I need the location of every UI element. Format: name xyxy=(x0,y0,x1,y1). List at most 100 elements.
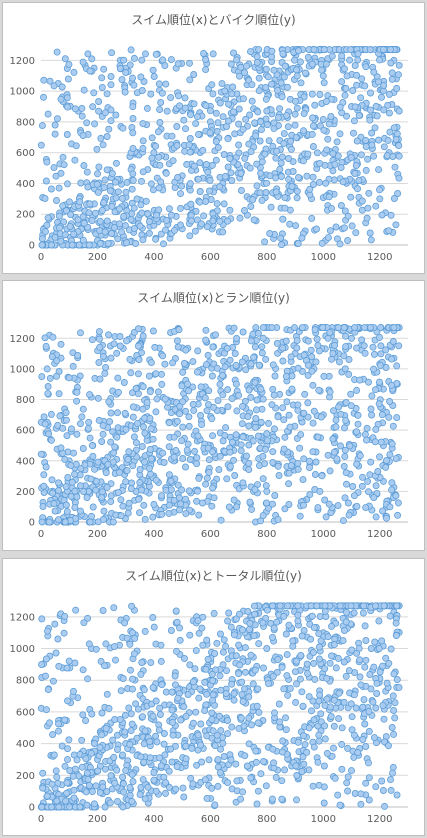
data-point xyxy=(235,391,243,399)
data-point xyxy=(43,158,51,166)
data-point xyxy=(365,707,373,715)
data-point xyxy=(359,736,367,743)
data-point xyxy=(367,324,374,332)
data-point xyxy=(205,756,213,764)
data-point xyxy=(298,768,306,775)
data-point xyxy=(113,349,121,357)
data-point xyxy=(175,92,182,100)
data-point xyxy=(237,441,245,449)
data-point xyxy=(279,215,287,223)
data-point xyxy=(49,489,57,497)
data-point xyxy=(373,112,381,120)
data-point xyxy=(52,649,60,657)
data-point xyxy=(389,153,397,160)
data-point xyxy=(245,441,253,449)
data-point xyxy=(58,83,66,91)
data-point xyxy=(105,125,113,133)
data-point xyxy=(64,745,71,753)
data-point xyxy=(177,500,184,508)
data-point xyxy=(387,46,394,54)
data-point xyxy=(162,226,169,234)
data-point xyxy=(394,190,402,197)
data-point xyxy=(77,420,84,428)
data-point xyxy=(349,87,357,94)
data-point xyxy=(304,413,312,421)
data-point xyxy=(353,386,361,394)
data-point xyxy=(362,779,370,787)
data-point xyxy=(269,361,277,369)
data-point xyxy=(136,509,143,517)
data-point xyxy=(98,731,106,739)
data-point xyxy=(342,672,350,680)
data-point xyxy=(213,639,221,647)
data-point xyxy=(282,372,290,380)
data-point xyxy=(61,612,69,620)
data-point xyxy=(386,612,394,620)
data-point xyxy=(177,190,184,198)
data-point xyxy=(195,694,203,702)
data-point xyxy=(63,789,71,797)
data-point xyxy=(38,803,46,811)
data-point xyxy=(247,203,255,210)
data-point xyxy=(317,710,325,718)
data-point xyxy=(113,433,121,441)
data-point xyxy=(321,722,329,730)
data-point xyxy=(342,416,350,424)
data-point xyxy=(213,364,221,372)
data-point xyxy=(390,124,398,132)
data-point xyxy=(209,727,217,735)
data-point xyxy=(266,230,274,237)
data-point xyxy=(130,433,138,441)
data-point xyxy=(273,668,281,676)
data-point xyxy=(171,226,178,234)
data-point xyxy=(252,132,260,140)
data-point xyxy=(292,762,300,770)
data-point xyxy=(237,187,245,194)
data-point xyxy=(276,602,284,610)
data-point xyxy=(299,476,307,484)
data-point xyxy=(149,66,157,74)
data-point xyxy=(219,661,227,669)
data-point xyxy=(236,610,243,618)
data-point xyxy=(179,398,187,406)
data-point xyxy=(350,609,358,617)
data-point xyxy=(98,84,106,91)
data-point xyxy=(56,412,64,420)
data-point xyxy=(330,641,338,649)
data-point xyxy=(377,350,385,358)
data-point xyxy=(66,223,74,230)
data-point xyxy=(106,799,114,807)
data-point xyxy=(251,343,259,351)
data-point xyxy=(380,602,388,610)
data-point xyxy=(221,363,229,371)
data-point xyxy=(217,745,224,753)
data-point xyxy=(317,637,325,645)
data-point xyxy=(347,602,355,610)
data-point xyxy=(265,419,272,427)
data-point xyxy=(393,676,401,684)
data-point xyxy=(198,758,206,766)
data-point xyxy=(296,444,304,452)
data-point xyxy=(133,195,141,203)
data-point xyxy=(230,496,238,504)
data-point xyxy=(208,502,216,510)
data-point xyxy=(121,88,129,96)
data-point xyxy=(228,723,236,731)
data-point xyxy=(252,758,260,766)
data-point xyxy=(141,458,149,466)
data-point xyxy=(237,795,245,803)
data-point xyxy=(245,386,253,394)
data-point xyxy=(103,483,111,491)
x-tick-label: 200 xyxy=(88,814,107,825)
data-point xyxy=(341,627,348,634)
data-point xyxy=(388,724,396,731)
data-point xyxy=(79,58,87,66)
data-point xyxy=(250,632,258,640)
data-point xyxy=(209,343,217,351)
data-point xyxy=(70,68,78,76)
data-point xyxy=(253,53,261,61)
data-point xyxy=(167,627,175,634)
data-point xyxy=(114,798,121,805)
data-point xyxy=(103,217,111,225)
data-point xyxy=(249,680,257,688)
